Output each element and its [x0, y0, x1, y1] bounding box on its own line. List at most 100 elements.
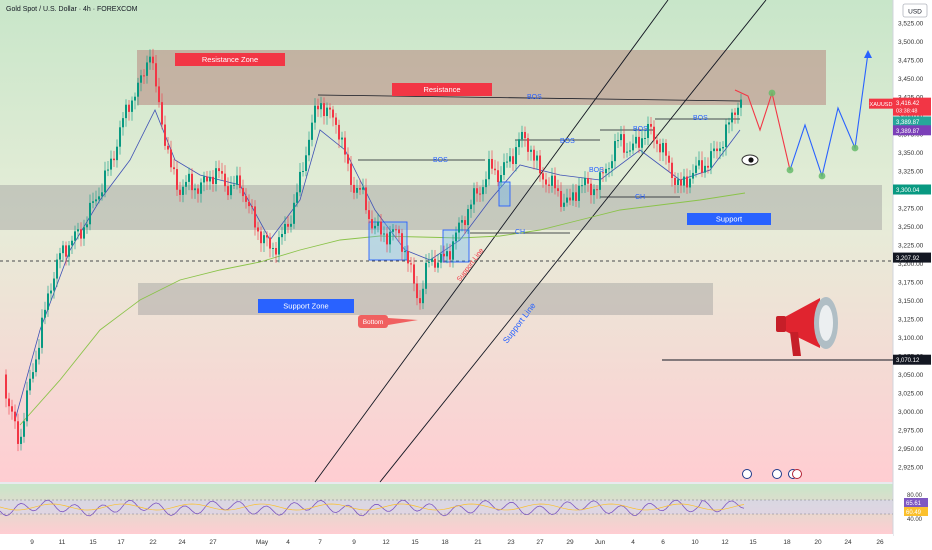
candle-body — [497, 170, 499, 183]
candle-body — [161, 102, 163, 125]
x-tick-label: 7 — [318, 539, 322, 546]
bos-label: BOS — [560, 138, 575, 145]
candle-body — [68, 245, 70, 257]
candle-body — [467, 209, 469, 226]
candle-body — [56, 259, 58, 279]
candle-body — [716, 148, 718, 152]
candle-body — [314, 105, 316, 123]
time-axis[interactable] — [0, 534, 893, 550]
candle-body — [110, 158, 112, 170]
price-tag-symbol: XAUUSD — [870, 102, 893, 108]
bottom-callout-bg — [358, 315, 388, 328]
chart-title: Gold Spot / U.S. Dollar · 4h · FOREXCOM — [6, 6, 138, 13]
candle-body — [236, 175, 238, 185]
y-tick-label: 3,200.00 — [898, 261, 924, 268]
candle-body — [320, 103, 322, 110]
price-axis[interactable] — [893, 0, 932, 550]
candle-body — [20, 436, 22, 444]
candle-body — [731, 112, 733, 123]
support-zone-label-bg — [258, 299, 354, 313]
rsi-tag-value: 65.61 — [906, 501, 922, 507]
candle-body — [230, 184, 232, 196]
moving-average-slow — [19, 192, 746, 426]
candle-body — [710, 151, 712, 168]
candle-body — [506, 161, 508, 163]
candle-body — [470, 204, 472, 210]
candle-body — [263, 235, 265, 244]
price-tag-value: 3,070.12 — [896, 358, 920, 364]
candle-body — [728, 122, 730, 125]
price-tag-bg — [893, 354, 931, 365]
candle-body — [686, 176, 688, 188]
candle-body — [557, 188, 559, 192]
candle-body — [308, 139, 310, 156]
y-tick-label: 3,250.00 — [898, 224, 924, 231]
candle-body — [539, 155, 541, 174]
candle-body — [659, 143, 661, 153]
candle-body — [707, 165, 709, 168]
candle-body — [626, 151, 628, 153]
candle-body — [680, 179, 682, 186]
x-tick-label: 27 — [536, 539, 544, 546]
forecast-arrow-head — [864, 50, 872, 58]
candle-body — [599, 172, 601, 190]
candle-body — [650, 123, 652, 127]
candle-body — [101, 192, 103, 197]
candle-body — [641, 138, 643, 148]
flag-icon — [742, 469, 752, 479]
candle-body — [248, 201, 250, 207]
candle-body — [164, 124, 166, 146]
flag-icon — [792, 469, 802, 479]
x-tick-label: 4 — [286, 539, 290, 546]
price-tag: 3,070.12 — [893, 354, 931, 365]
y-tick-label: 2,950.00 — [898, 446, 924, 453]
candle-body — [23, 421, 25, 437]
resistance-zone-label-text: Resistance Zone — [202, 55, 258, 64]
candle-body — [128, 104, 130, 112]
candle-body — [647, 123, 649, 138]
candle-body — [416, 283, 418, 299]
axes: 3,525.003,500.003,475.003,450.003,425.00… — [30, 21, 931, 546]
candle-body — [605, 168, 607, 174]
candle-body — [293, 202, 295, 224]
candle-body — [611, 161, 613, 169]
candle-body — [638, 136, 640, 148]
candle-body — [209, 176, 211, 182]
candle-body — [257, 227, 259, 232]
y-tick-label: 3,325.00 — [898, 169, 924, 176]
x-tick-label: 29 — [566, 539, 574, 546]
y-tick-label: 3,150.00 — [898, 298, 924, 305]
currency-badge[interactable] — [902, 3, 928, 18]
candle-body — [251, 206, 253, 208]
candle-body — [83, 227, 85, 239]
x-tick-label: 17 — [117, 539, 125, 546]
forecast-point — [768, 89, 776, 97]
ch-label: CH — [515, 229, 525, 236]
channel-line-upper — [314, 0, 669, 483]
candle-body — [425, 262, 427, 289]
candle-body — [458, 222, 460, 233]
resistance-zone-label: Resistance Zone — [175, 53, 285, 66]
candle-body — [374, 225, 376, 229]
x-tick-label: 9 — [352, 539, 356, 546]
candle-body — [668, 155, 670, 163]
price-tag-value: 3,389.87 — [896, 129, 920, 135]
candle-body — [419, 298, 421, 304]
price-tag: 3,300.04 — [893, 184, 931, 195]
y-tick-label: 3,450.00 — [898, 76, 924, 83]
candle-body — [614, 141, 616, 162]
rsi-level-label: 40.00 — [907, 517, 923, 523]
candle-body — [422, 288, 424, 304]
y-tick-label: 3,350.00 — [898, 150, 924, 157]
candle-body — [104, 170, 106, 193]
candle-body — [149, 56, 151, 63]
candle-body — [11, 406, 13, 412]
candle-body — [698, 160, 700, 166]
candle-body — [569, 197, 571, 201]
candle-body — [242, 187, 244, 197]
eye-icon — [741, 154, 759, 166]
y-tick-label: 3,475.00 — [898, 58, 924, 65]
candle-body — [536, 155, 538, 161]
candle-body — [116, 146, 118, 161]
candle-body — [332, 109, 334, 118]
